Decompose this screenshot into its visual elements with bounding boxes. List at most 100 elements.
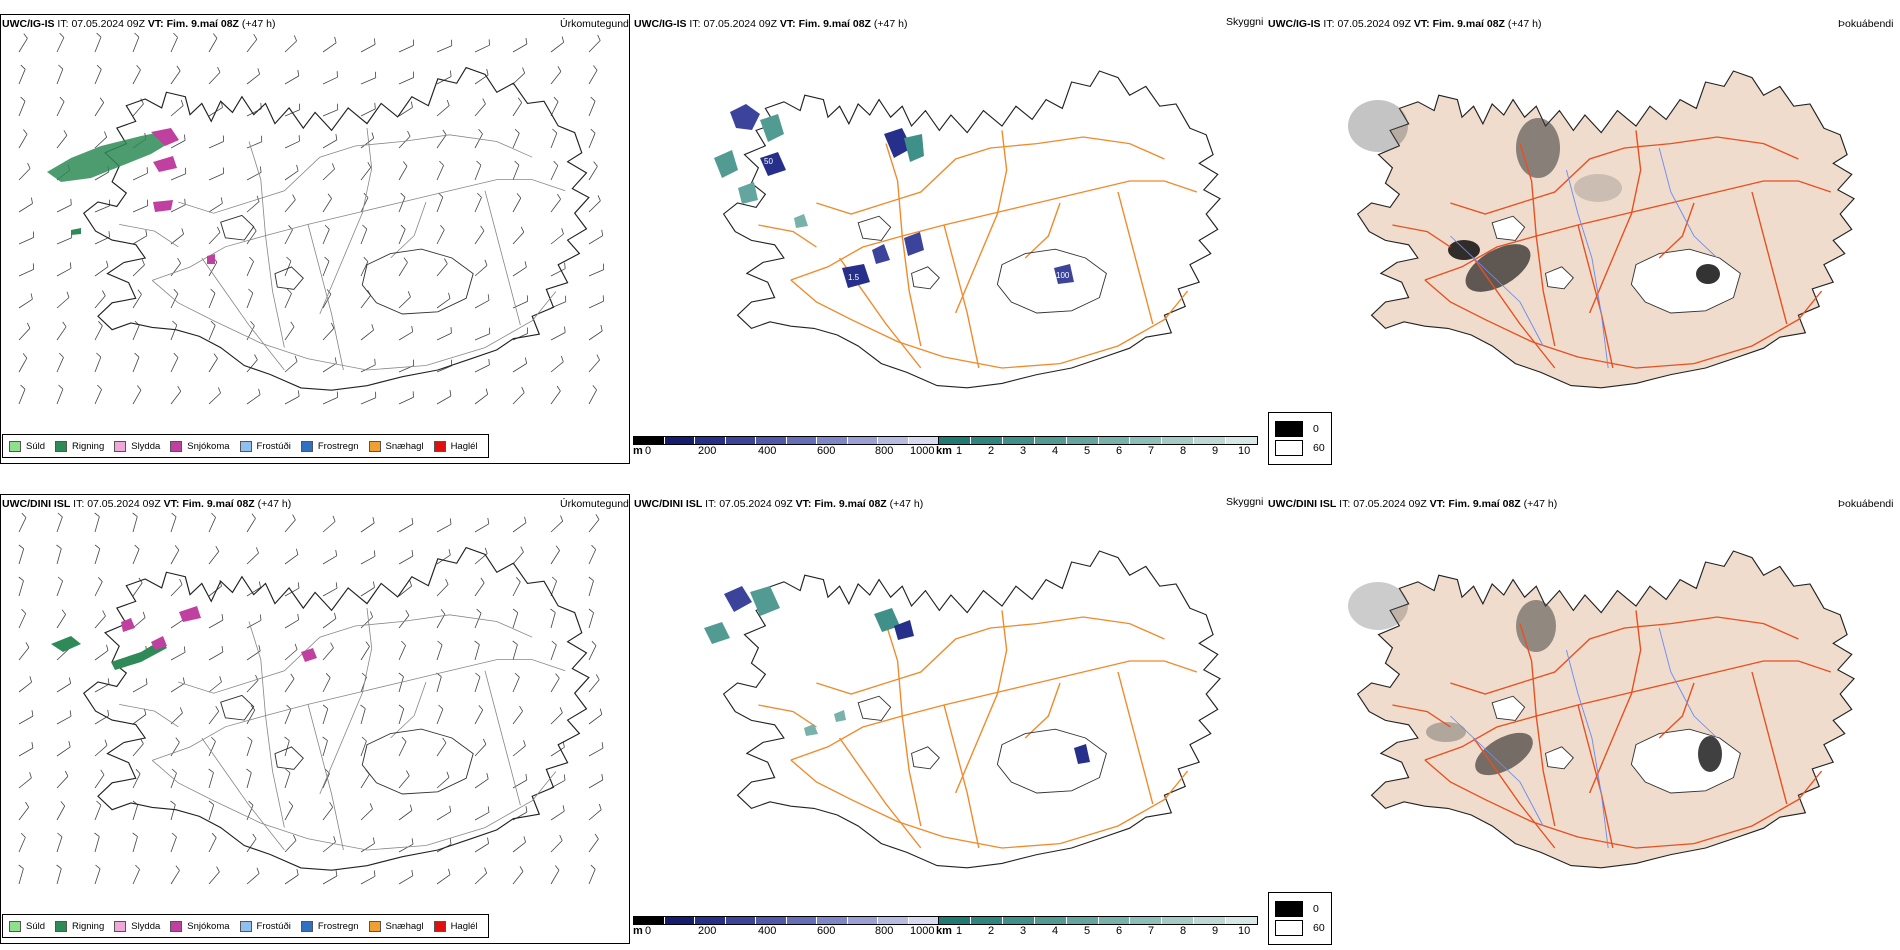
it-value: 07.05.2024 09Z xyxy=(703,18,777,30)
fog-shading xyxy=(1348,582,1722,776)
fog-legend: 0 60 xyxy=(1268,892,1332,945)
wind-barb xyxy=(512,710,523,725)
wind-barb xyxy=(18,580,24,597)
wind-barb-flag xyxy=(335,133,338,140)
wind-barb xyxy=(322,397,338,405)
wind-barb-flag xyxy=(58,64,64,70)
wind-barb-flag xyxy=(484,259,488,266)
wind-barb xyxy=(436,811,451,821)
ceiling-bar-segment xyxy=(847,437,878,444)
wind-barb xyxy=(18,203,33,213)
wind-barb-flag xyxy=(292,194,296,200)
wind-barb-flag xyxy=(136,385,142,391)
it-label: IT: xyxy=(705,498,717,510)
wind-barb-flag xyxy=(184,134,186,141)
wind-barb xyxy=(246,394,261,405)
wind-barb-flag xyxy=(440,225,445,231)
wind-barb xyxy=(588,200,601,213)
wind-barb xyxy=(18,133,28,149)
wind-barb xyxy=(208,741,216,757)
visibility-colorbar: km 1 2 3 4 5 6 7 8 9 10 xyxy=(936,916,1258,939)
precip-areas xyxy=(51,606,317,670)
wind-barb xyxy=(208,711,220,725)
wind-barb xyxy=(18,38,28,53)
wind-barb-flag xyxy=(446,771,450,778)
wind-barb-flag xyxy=(57,832,63,838)
wind-barb xyxy=(246,201,260,213)
wind-barb xyxy=(284,293,292,309)
wind-barb-flag xyxy=(106,260,109,267)
wind-barb xyxy=(474,299,490,309)
wind-barb-flag xyxy=(176,65,181,72)
wind-barb xyxy=(132,69,141,85)
wind-barb xyxy=(550,746,565,757)
ceiling-unit: m xyxy=(633,925,643,937)
visibility-bar-segment xyxy=(1098,437,1131,444)
wind-barb-flag xyxy=(448,292,451,299)
wind-barb-flag xyxy=(68,741,71,747)
wind-barb-flag xyxy=(171,832,177,838)
wind-barb xyxy=(94,171,110,181)
wind-barb xyxy=(56,548,62,565)
ceiling-bar-segment xyxy=(817,437,848,444)
wind-barb-flag xyxy=(524,516,527,523)
wind-barb xyxy=(284,229,293,245)
wind-barb xyxy=(550,361,564,373)
wind-barb-flag xyxy=(211,512,216,518)
wind-barb xyxy=(246,39,258,53)
wind-barb xyxy=(550,233,564,245)
wind-barb xyxy=(94,205,110,213)
vt-value: Fim. 9.maí 08Z xyxy=(166,18,239,30)
wind-barb-flag xyxy=(592,385,597,391)
wind-barb xyxy=(246,740,253,757)
visibility-bar-segment xyxy=(1034,437,1067,444)
legend-swatch xyxy=(433,440,446,452)
wind-barb-flag xyxy=(324,224,330,230)
wind-barb xyxy=(474,744,487,757)
wind-barb-flag xyxy=(442,129,447,136)
wind-barb xyxy=(18,357,28,373)
ceiling-bar-segment xyxy=(786,437,817,444)
wind-barb xyxy=(94,548,101,565)
wind-barb-flag xyxy=(27,162,31,169)
wind-barb-flag xyxy=(217,387,221,394)
wind-barb-flag xyxy=(523,740,526,747)
wind-barb-flag xyxy=(411,550,414,557)
vt-label: VT: xyxy=(795,498,812,510)
wind-barb xyxy=(56,868,62,885)
ceiling-bar-segment xyxy=(908,437,938,444)
wind-barb xyxy=(398,843,414,853)
ceiling-colorbar: m 0 200 400 600 800 1000 xyxy=(633,916,939,939)
wind-barb-flag xyxy=(288,801,294,807)
wind-barb xyxy=(474,265,488,277)
wind-barb xyxy=(398,708,405,725)
wind-barb-flag xyxy=(259,581,261,588)
legend-item: Frostregn xyxy=(300,440,359,452)
wind-barb-flag xyxy=(482,738,487,745)
wind-barb-flag xyxy=(66,291,70,298)
wind-barb-flag xyxy=(97,384,102,390)
wind-barb-flag xyxy=(25,642,30,648)
visibility-bar-segment xyxy=(970,917,1003,924)
wind-barb xyxy=(322,139,338,149)
ceiling-bar-segment xyxy=(725,917,756,924)
visibility-tick: 10 xyxy=(1238,925,1251,937)
wind-barb-flag xyxy=(325,673,331,678)
wind-barb-flag xyxy=(107,709,110,716)
wind-barb xyxy=(398,810,413,821)
wind-barb-flag xyxy=(561,228,564,235)
wind-barb xyxy=(208,585,222,597)
legend-item: Snjókoma xyxy=(170,440,230,452)
wind-barb-flag xyxy=(516,577,521,583)
wind-barb xyxy=(550,869,560,885)
wind-barb-flag xyxy=(334,36,337,43)
wind-barb xyxy=(550,810,565,821)
wind-barb xyxy=(550,390,561,405)
wind-barb xyxy=(246,292,254,309)
wind-barb xyxy=(170,204,186,213)
wind-barb-flag xyxy=(179,707,183,714)
wind-barb-flag xyxy=(179,578,183,585)
wind-barb xyxy=(588,40,601,53)
wind-barb-flag xyxy=(361,736,367,742)
wind-barb-flag xyxy=(555,545,560,551)
